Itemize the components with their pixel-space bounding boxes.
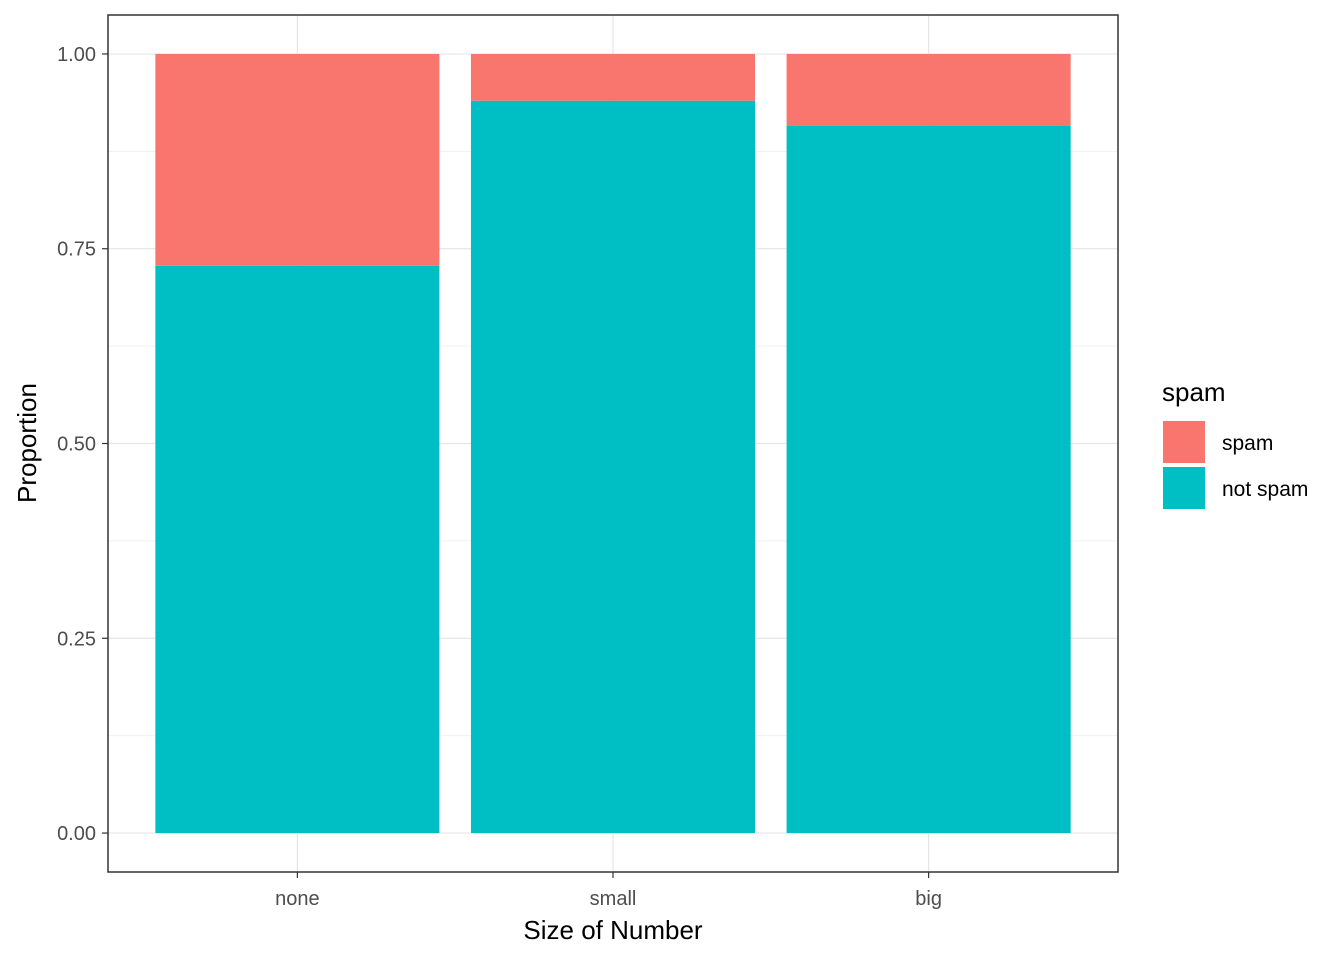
legend: spam spam not spam <box>1162 377 1308 509</box>
bar-small-not-spam <box>470 100 756 834</box>
legend-label: not spam <box>1222 478 1308 501</box>
y-tick-label: 0.75 <box>57 239 96 261</box>
bar-none-not-spam <box>155 265 440 834</box>
bars <box>155 53 1071 834</box>
y-tick-label: 0.50 <box>57 434 96 456</box>
x-tick-label: none <box>275 888 320 910</box>
y-tick-label: 0.25 <box>57 628 96 650</box>
x-axis: none small big <box>275 872 942 910</box>
x-axis-title: Size of Number <box>523 915 703 945</box>
y-axis: 0.00 0.25 0.50 0.75 1.00 <box>57 44 108 845</box>
legend-title: spam <box>1162 377 1226 407</box>
bar-big-spam <box>786 53 1071 126</box>
legend-key-spam <box>1163 421 1205 463</box>
bar-small-spam <box>470 53 756 101</box>
y-axis-title: Proportion <box>12 383 42 503</box>
legend-key-not-spam <box>1163 467 1205 509</box>
legend-label: spam <box>1222 432 1273 455</box>
x-tick-label: big <box>915 888 942 910</box>
bar-none-spam <box>155 53 440 266</box>
x-tick-label: small <box>590 888 637 910</box>
y-tick-label: 0.00 <box>57 823 96 845</box>
y-tick-label: 1.00 <box>57 44 96 66</box>
bar-big-not-spam <box>786 125 1071 834</box>
